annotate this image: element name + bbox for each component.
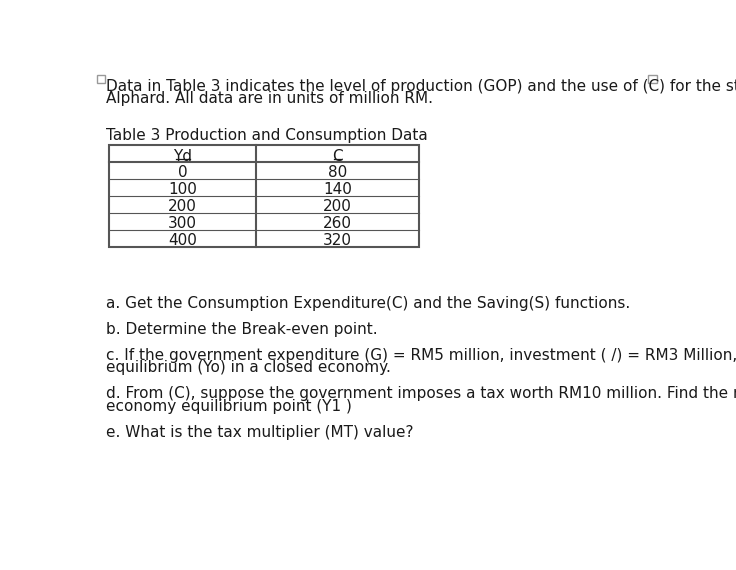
Text: 400: 400: [169, 233, 197, 248]
Text: Data in Table 3 indicates the level of production (GOP) and the use of (C) for t: Data in Table 3 indicates the level of p…: [106, 79, 736, 94]
Text: 100: 100: [169, 182, 197, 197]
Text: Table 3 Production and Consumption Data: Table 3 Production and Consumption Data: [106, 128, 428, 144]
Text: c. If the government expenditure (G) = RM5 million, investment ( /) = RM3 Millio: c. If the government expenditure (G) = R…: [106, 348, 736, 363]
Text: economy equilibrium point (Y1 ): economy equilibrium point (Y1 ): [106, 399, 352, 414]
Bar: [648, 75, 657, 83]
Bar: [96, 75, 105, 83]
Bar: [109, 145, 419, 247]
Text: e. What is the tax multiplier (MT) value?: e. What is the tax multiplier (MT) value…: [106, 425, 414, 440]
Text: a. Get the Consumption Expenditure(C) and the Saving(S) functions.: a. Get the Consumption Expenditure(C) an…: [106, 296, 630, 311]
Text: 200: 200: [323, 200, 352, 214]
Text: b. Determine the Break-even point.: b. Determine the Break-even point.: [106, 321, 378, 337]
Text: Alphard. All data are in units of million RM.: Alphard. All data are in units of millio…: [106, 92, 433, 107]
Text: 300: 300: [168, 216, 197, 231]
Text: 80: 80: [328, 165, 347, 181]
Text: 200: 200: [169, 200, 197, 214]
Text: 140: 140: [323, 182, 352, 197]
Text: C: C: [333, 149, 343, 164]
Text: d. From (C), suppose the government imposes a tax worth RM10 million. Find the n: d. From (C), suppose the government impo…: [106, 386, 736, 401]
Text: equilibrium (Yo) in a closed economy.: equilibrium (Yo) in a closed economy.: [106, 360, 391, 375]
Text: 0: 0: [178, 165, 188, 181]
Text: 320: 320: [323, 233, 352, 248]
Text: Yd: Yd: [173, 149, 192, 164]
Text: 260: 260: [323, 216, 352, 231]
